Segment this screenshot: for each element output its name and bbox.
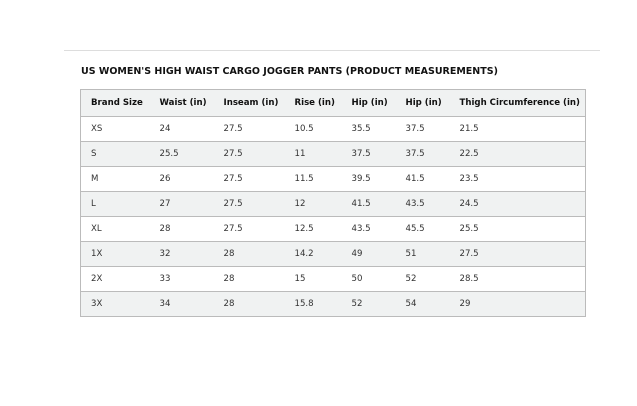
table-cell: 28: [213, 266, 285, 292]
table-cell: 24.5: [449, 191, 586, 217]
table-cell: 23.5: [449, 166, 586, 192]
table-cell: 22.5: [449, 141, 586, 167]
table-cell: 54: [395, 291, 450, 317]
table-cell: 28.5: [449, 266, 586, 292]
table-cell: 35.5: [341, 116, 396, 142]
table-cell: 15: [284, 266, 342, 292]
table-cell: 14.2: [284, 241, 342, 267]
table-cell: 43.5: [341, 216, 396, 242]
table-cell: 27.5: [213, 141, 285, 167]
table-cell: 11.5: [284, 166, 342, 192]
table-cell: L: [80, 191, 150, 217]
column-header-rise: Rise (in): [284, 89, 342, 117]
table-cell: 41.5: [395, 166, 450, 192]
table-cell: 52: [341, 291, 396, 317]
table-cell: 37.5: [341, 141, 396, 167]
table-row: L 27 27.5 12 41.5 43.5 24.5: [80, 191, 586, 217]
table-cell: 10.5: [284, 116, 342, 142]
table-cell: 12.5: [284, 216, 342, 242]
table-cell: M: [80, 166, 150, 192]
table-cell: 51: [395, 241, 450, 267]
table-cell: 25.5: [449, 216, 586, 242]
table-cell: 29: [449, 291, 586, 317]
table-row: 3X 34 28 15.8 52 54 29: [80, 291, 586, 317]
table-cell: 49: [341, 241, 396, 267]
table-cell: 11: [284, 141, 342, 167]
table-cell: S: [80, 141, 150, 167]
table-cell: 27.5: [213, 166, 285, 192]
size-chart-title: US WOMEN'S HIGH WAIST CARGO JOGGER PANTS…: [81, 66, 498, 77]
table-row: 2X 33 28 15 50 52 28.5: [80, 266, 586, 292]
table-cell: 27.5: [213, 216, 285, 242]
table-cell: 15.8: [284, 291, 342, 317]
table-cell: XL: [80, 216, 150, 242]
table-cell: 37.5: [395, 141, 450, 167]
table-cell: 28: [149, 216, 214, 242]
table-cell: 27.5: [213, 191, 285, 217]
table-cell: 39.5: [341, 166, 396, 192]
size-chart-table: Brand Size Waist (in) Inseam (in) Rise (…: [80, 89, 586, 317]
table-cell: 43.5: [395, 191, 450, 217]
table-cell: 52: [395, 266, 450, 292]
column-header-hip-2: Hip (in): [395, 89, 450, 117]
table-cell: 21.5: [449, 116, 586, 142]
table-header-row: Brand Size Waist (in) Inseam (in) Rise (…: [80, 89, 586, 117]
table-cell: 2X: [80, 266, 150, 292]
table-cell: 27.5: [449, 241, 586, 267]
table-cell: XS: [80, 116, 150, 142]
table-cell: 28: [213, 291, 285, 317]
column-header-brand-size: Brand Size: [80, 89, 150, 117]
table-cell: 27.5: [213, 116, 285, 142]
table-row: 1X 32 28 14.2 49 51 27.5: [80, 241, 586, 267]
table-cell: 34: [149, 291, 214, 317]
column-header-hip: Hip (in): [341, 89, 396, 117]
table-row: M 26 27.5 11.5 39.5 41.5 23.5: [80, 166, 586, 192]
table-cell: 41.5: [341, 191, 396, 217]
table-row: XS 24 27.5 10.5 35.5 37.5 21.5: [80, 116, 586, 142]
column-header-waist: Waist (in): [149, 89, 214, 117]
table-row: XL 28 27.5 12.5 43.5 45.5 25.5: [80, 216, 586, 242]
table-cell: 25.5: [149, 141, 214, 167]
table-cell: 50: [341, 266, 396, 292]
table-cell: 3X: [80, 291, 150, 317]
column-header-inseam: Inseam (in): [213, 89, 285, 117]
table-cell: 37.5: [395, 116, 450, 142]
section-divider: [64, 50, 600, 51]
table-cell: 27: [149, 191, 214, 217]
table-cell: 28: [213, 241, 285, 267]
table-cell: 26: [149, 166, 214, 192]
table-cell: 1X: [80, 241, 150, 267]
table-cell: 24: [149, 116, 214, 142]
table-cell: 32: [149, 241, 214, 267]
table-cell: 33: [149, 266, 214, 292]
table-cell: 12: [284, 191, 342, 217]
column-header-thigh-circumference: Thigh Circumference (in): [449, 89, 586, 117]
table-cell: 45.5: [395, 216, 450, 242]
table-row: S 25.5 27.5 11 37.5 37.5 22.5: [80, 141, 586, 167]
